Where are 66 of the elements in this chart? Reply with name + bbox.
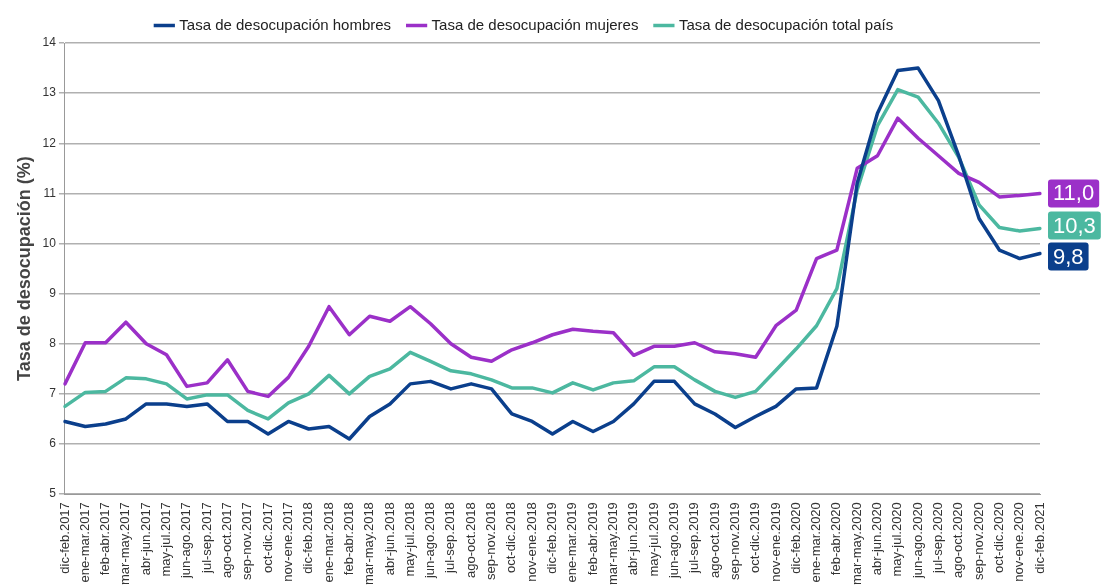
data-label: 9,8 <box>1052 243 1084 269</box>
data-label: 11,0 <box>1053 180 1095 206</box>
x-tick-label: jul-sep.2017 <box>198 502 214 574</box>
legend-label: Tasa de desocupación hombres <box>179 15 392 33</box>
x-tick-label: jun-ago.2018 <box>422 502 438 580</box>
y-tick-label: 8 <box>49 336 57 351</box>
x-tick-label: jul-sep.2020 <box>930 502 946 574</box>
legend-label: Tasa de desocupación total país <box>678 15 894 33</box>
y-tick-label: 6 <box>49 436 57 451</box>
x-tick-label: oct-dic.2019 <box>747 502 763 573</box>
x-tick-label: nov-ene.2019 <box>767 502 783 582</box>
x-tick-label: ago-oct.2018 <box>462 502 478 579</box>
y-tick-label: 5 <box>49 486 57 501</box>
x-tick-label: jun-ago.2020 <box>909 502 925 580</box>
x-tick-label: oct-dic.2020 <box>990 502 1006 573</box>
y-axis-title: Tasa de desocupación (%) <box>13 156 34 381</box>
x-tick-label: sep-nov.2017 <box>239 502 255 580</box>
x-tick-label: dic-feb.2019 <box>544 502 560 574</box>
x-tick-label: mar-may.2020 <box>848 502 864 585</box>
y-tick-label: 13 <box>42 85 57 100</box>
data-label: 10,3 <box>1053 212 1096 238</box>
x-tick-label: abr-jun.2018 <box>381 502 397 576</box>
y-tick-label: 14 <box>42 35 57 50</box>
legend-label: Tasa de desocupación mujeres <box>431 15 639 33</box>
y-tick-label: 9 <box>49 285 57 300</box>
x-tick-label: ago-oct.2019 <box>706 502 722 579</box>
y-tick-label: 11 <box>43 185 57 200</box>
x-tick-label: nov-ene.2020 <box>1011 502 1027 582</box>
x-tick-label: dic-feb.2018 <box>300 502 316 574</box>
x-tick-label: sep-nov.2018 <box>483 502 499 580</box>
x-tick-label: oct-dic.2017 <box>259 502 275 573</box>
x-tick-label: sep-nov.2020 <box>970 502 986 580</box>
x-tick-label: nov-ene.2017 <box>279 502 295 582</box>
x-tick-label: may-jul.2018 <box>401 502 417 577</box>
x-tick-label: ene-mar.2017 <box>76 502 92 583</box>
x-tick-label: dic-feb.2021 <box>1031 502 1047 574</box>
x-tick-label: may-jul.2017 <box>158 502 174 577</box>
y-tick-label: 12 <box>42 135 57 150</box>
x-tick-label: sep-nov.2019 <box>726 502 742 580</box>
x-tick-label: dic-feb.2020 <box>787 502 803 574</box>
x-tick-label: feb-abr.2020 <box>828 502 844 576</box>
x-tick-label: ago-oct.2017 <box>219 502 235 579</box>
x-tick-label: ene-mar.2018 <box>320 502 336 583</box>
x-tick-label: ago-oct.2020 <box>950 502 966 579</box>
x-tick-label: feb-abr.2017 <box>97 502 113 576</box>
x-tick-label: nov-ene.2018 <box>523 502 539 582</box>
x-tick-label: jul-sep.2019 <box>686 502 702 574</box>
x-tick-label: may-jul.2020 <box>889 502 905 577</box>
y-tick-label: 7 <box>49 386 57 401</box>
x-tick-label: mar-may.2017 <box>117 502 133 585</box>
x-tick-label: mar-may.2018 <box>361 502 377 585</box>
y-tick-label: 10 <box>42 235 57 250</box>
x-tick-label: abr-jun.2020 <box>869 502 885 576</box>
x-tick-label: oct-dic.2018 <box>503 502 519 573</box>
x-tick-label: jun-ago.2017 <box>178 502 194 580</box>
x-tick-label: ene-mar.2019 <box>564 502 580 583</box>
x-tick-label: abr-jun.2019 <box>625 502 641 576</box>
x-tick-label: may-jul.2019 <box>645 502 661 577</box>
x-tick-label: jun-ago.2019 <box>665 502 681 580</box>
x-tick-label: jul-sep.2018 <box>442 502 458 574</box>
x-tick-label: mar-may.2019 <box>604 502 620 585</box>
x-tick-label: abr-jun.2017 <box>137 502 153 576</box>
x-tick-label: ene-mar.2020 <box>808 502 824 583</box>
x-tick-label: dic-feb.2017 <box>56 502 72 574</box>
x-tick-label: feb-abr.2018 <box>340 502 356 576</box>
x-tick-label: feb-abr.2019 <box>584 502 600 576</box>
